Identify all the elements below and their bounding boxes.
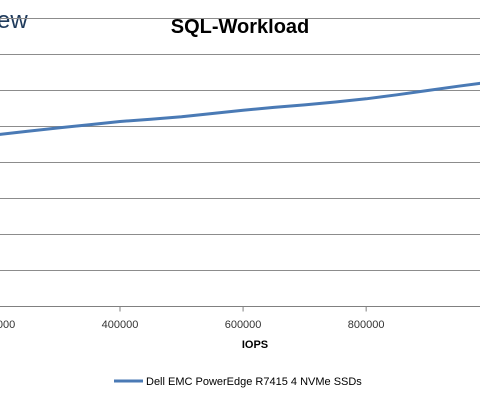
plot-area	[0, 81, 480, 136]
legend-label: Dell EMC PowerEdge R7415 4 NVMe SSDs	[146, 376, 362, 388]
x-axis-label: IOPS	[242, 339, 268, 351]
x-tick-label: 800000	[348, 319, 385, 331]
chart-title: SQL-Workload	[171, 16, 310, 38]
legend: Dell EMC PowerEdge R7415 4 NVMe SSDs	[114, 376, 362, 388]
x-tick-label: 200000	[0, 319, 15, 331]
x-axis-ticks: 200000 400000 600000 800000	[0, 306, 385, 331]
gridlines	[0, 18, 480, 307]
series-line	[0, 81, 480, 136]
x-tick-label: 400000	[102, 319, 139, 331]
watermark-text: ew	[0, 7, 28, 34]
x-tick-label: 600000	[225, 319, 262, 331]
